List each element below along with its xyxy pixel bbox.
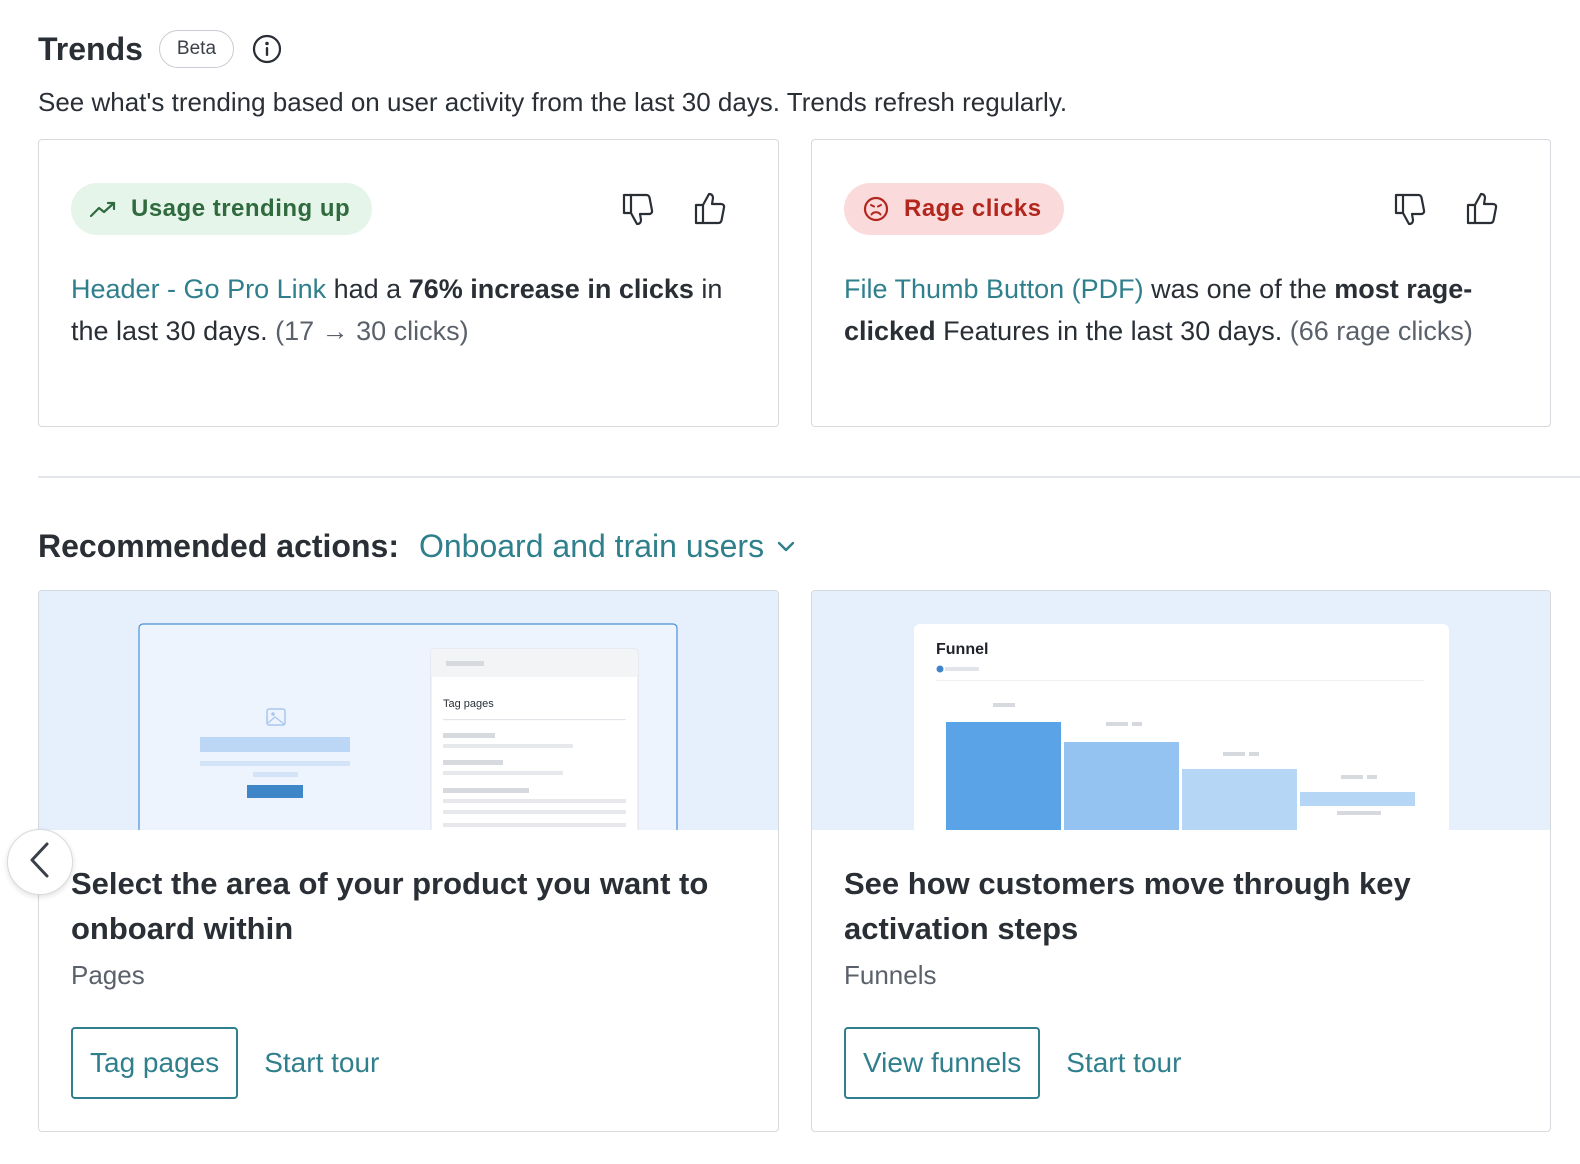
view-funnels-button[interactable]: View funnels [844,1027,1041,1099]
recommended-category-dropdown[interactable]: Onboard and train users [419,528,796,565]
illustration-label: Funnel [936,641,988,658]
thumbs-down-icon[interactable] [620,190,656,228]
recommended-label: Recommended actions: [38,528,399,564]
thumbs-up-icon[interactable] [1464,190,1500,228]
trending-up-icon [89,195,117,223]
action-card-pages: Tag pages Select the area of your produc… [38,590,779,1132]
trend-text-end: in the last 30 days. [71,274,723,346]
illustration-label: Tag pages [443,698,494,710]
feedback-buttons [1392,190,1500,228]
action-category: Pages [71,960,145,990]
funnel-illustration: Funnel [812,591,1550,830]
dropdown-value: Onboard and train users [418,528,765,564]
feature-link[interactable]: Header - Go Pro Link [71,274,327,304]
feature-link[interactable]: File Thumb Button (PDF) [844,274,1144,304]
rage-clicks-pill: Rage clicks [844,183,1064,235]
trend-description: Header - Go Pro Link had a 76% increase … [71,268,748,352]
action-heading: See how customers move through key activ… [844,866,1411,946]
chevron-down-icon [776,540,796,554]
info-icon[interactable] [252,34,282,64]
trend-text-end: Features in the last 30 days. [935,316,1290,346]
trends-title: Trends [38,30,143,67]
trend-detail: (17 → 30 clicks) [275,316,469,346]
tag-pages-illustration: Tag pages [39,591,778,830]
trend-highlight: most rage-clicked [844,274,1473,346]
frown-face-icon [862,195,890,223]
action-card-funnels: Funnel See how customers move through ke… [811,590,1551,1132]
section-divider [38,476,1580,478]
trend-card-rage: Rage clicks File Thumb Button (PDF) was … [811,139,1551,427]
tag-pages-button[interactable]: Tag pages [71,1027,239,1099]
trend-text-mid: had a [326,274,409,304]
trend-highlight: 76% increase in clicks [408,274,694,304]
beta-badge: Beta [158,30,235,68]
action-body: Select the area of your product you want… [71,861,748,991]
trend-description: File Thumb Button (PDF) was one of the m… [844,268,1520,352]
thumbs-up-icon[interactable] [692,190,728,228]
trend-detail: (66 rage clicks) [1289,316,1473,346]
action-buttons: Tag pages Start tour [71,1027,379,1099]
recommended-header: Recommended actions: Onboard and train u… [38,528,796,565]
trend-card-usage: Usage trending up Header - Go Pro Link h… [38,139,779,427]
pill-label: Usage trending up [131,195,351,222]
trends-subtitle: See what's trending based on user activi… [38,87,1068,117]
trend-text-mid: was one of the [1143,274,1335,304]
action-heading: Select the area of your product you want… [71,866,709,946]
start-tour-button[interactable]: Start tour [264,1047,380,1078]
trends-header: Trends Beta [38,30,282,68]
action-buttons: View funnels Start tour [844,1027,1181,1099]
thumbs-down-icon[interactable] [1392,190,1428,228]
usage-trending-pill: Usage trending up [71,183,373,235]
action-body: See how customers move through key activ… [844,861,1520,991]
start-tour-button[interactable]: Start tour [1066,1047,1182,1078]
action-category: Funnels [844,960,937,990]
chevron-left-icon [28,841,52,884]
feedback-buttons [620,190,728,228]
carousel-prev-button[interactable] [7,829,73,895]
pill-label: Rage clicks [904,195,1042,222]
